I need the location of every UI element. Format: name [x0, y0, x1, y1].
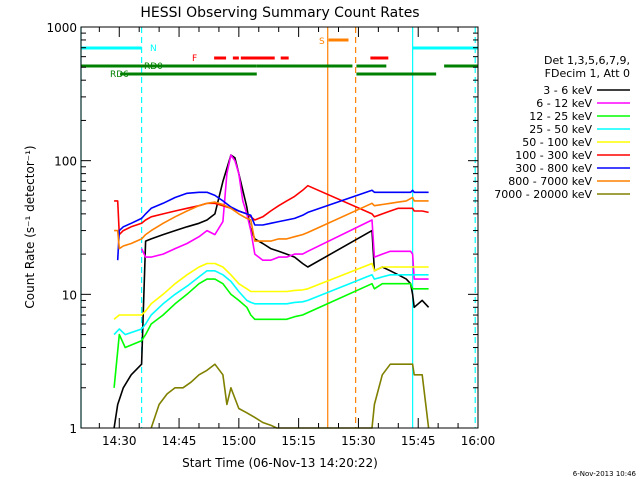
legend-label-3: 25 - 50 keV [529, 123, 592, 136]
y-tick-label-2: 100 [54, 155, 77, 169]
series-line-6 [116, 189, 429, 261]
x-tick-label-4: 15:30 [341, 434, 376, 448]
legend-label-0: 3 - 6 keV [543, 84, 592, 97]
series-line-7 [114, 196, 429, 250]
x-tick-label-0: 14:30 [102, 434, 137, 448]
flag-label-s: S [319, 37, 325, 47]
legend-label-2: 12 - 25 keV [529, 110, 592, 123]
legend-header-0: Det 1,3,5,6,7,9, [544, 54, 630, 67]
legend-label-1: 6 - 12 keV [536, 97, 592, 110]
flag-label-f: F [192, 54, 197, 64]
flag-label-n: N [150, 44, 157, 54]
series-line-4 [113, 262, 429, 320]
x-tick-label-5: 15:45 [401, 434, 436, 448]
x-tick-label-1: 14:45 [162, 434, 197, 448]
legend-label-6: 300 - 800 keV [515, 162, 592, 175]
axes: 14:30 14:45 15:00 15:15 15:30 15:45 16:00 1 10 10… [46, 21, 495, 448]
legend-label-4: 50 - 100 keV [522, 136, 592, 149]
series-lines [113, 154, 430, 429]
legend-header-1: FDecim 1, Att 0 [545, 67, 630, 80]
series-line-3 [113, 269, 429, 336]
x-axis-title: Start Time (06-Nov-13 14:20:22) [182, 456, 378, 470]
x-tick-label-3: 15:15 [281, 434, 316, 448]
x-tick-label-6: 16:00 [461, 434, 496, 448]
legend-label-8: 7000 - 20000 keV [494, 188, 592, 201]
footer-date: 6-Nov-2013 10:46 [573, 470, 637, 478]
y-tick-label-3: 1000 [46, 21, 77, 35]
y-tick-label-1: 10 [62, 288, 77, 302]
series-line-2 [113, 278, 429, 388]
plot-frame [80, 26, 479, 429]
flag-bars: N F S RD0 RD6 [81, 37, 478, 80]
y-tick-label-0: 1 [69, 422, 77, 436]
legend-label-5: 100 - 300 keV [515, 149, 592, 162]
flag-label-rd0: RD0 [144, 62, 163, 72]
y-axis-title: Count Rate (s⁻¹ detector⁻¹) [23, 145, 37, 308]
legend: Det 1,3,5,6,7,9,FDecim 1, Att 0 3 - 6 keV… [494, 54, 630, 201]
chart-title: HESSI Observing Summary Count Rates [140, 5, 419, 21]
legend-label-7: 800 - 7000 keV [508, 175, 592, 188]
series-line-8 [150, 363, 430, 429]
series-line-1 [140, 154, 429, 280]
x-tick-label-2: 15:00 [222, 434, 257, 448]
flag-label-rd6: RD6 [110, 70, 129, 80]
